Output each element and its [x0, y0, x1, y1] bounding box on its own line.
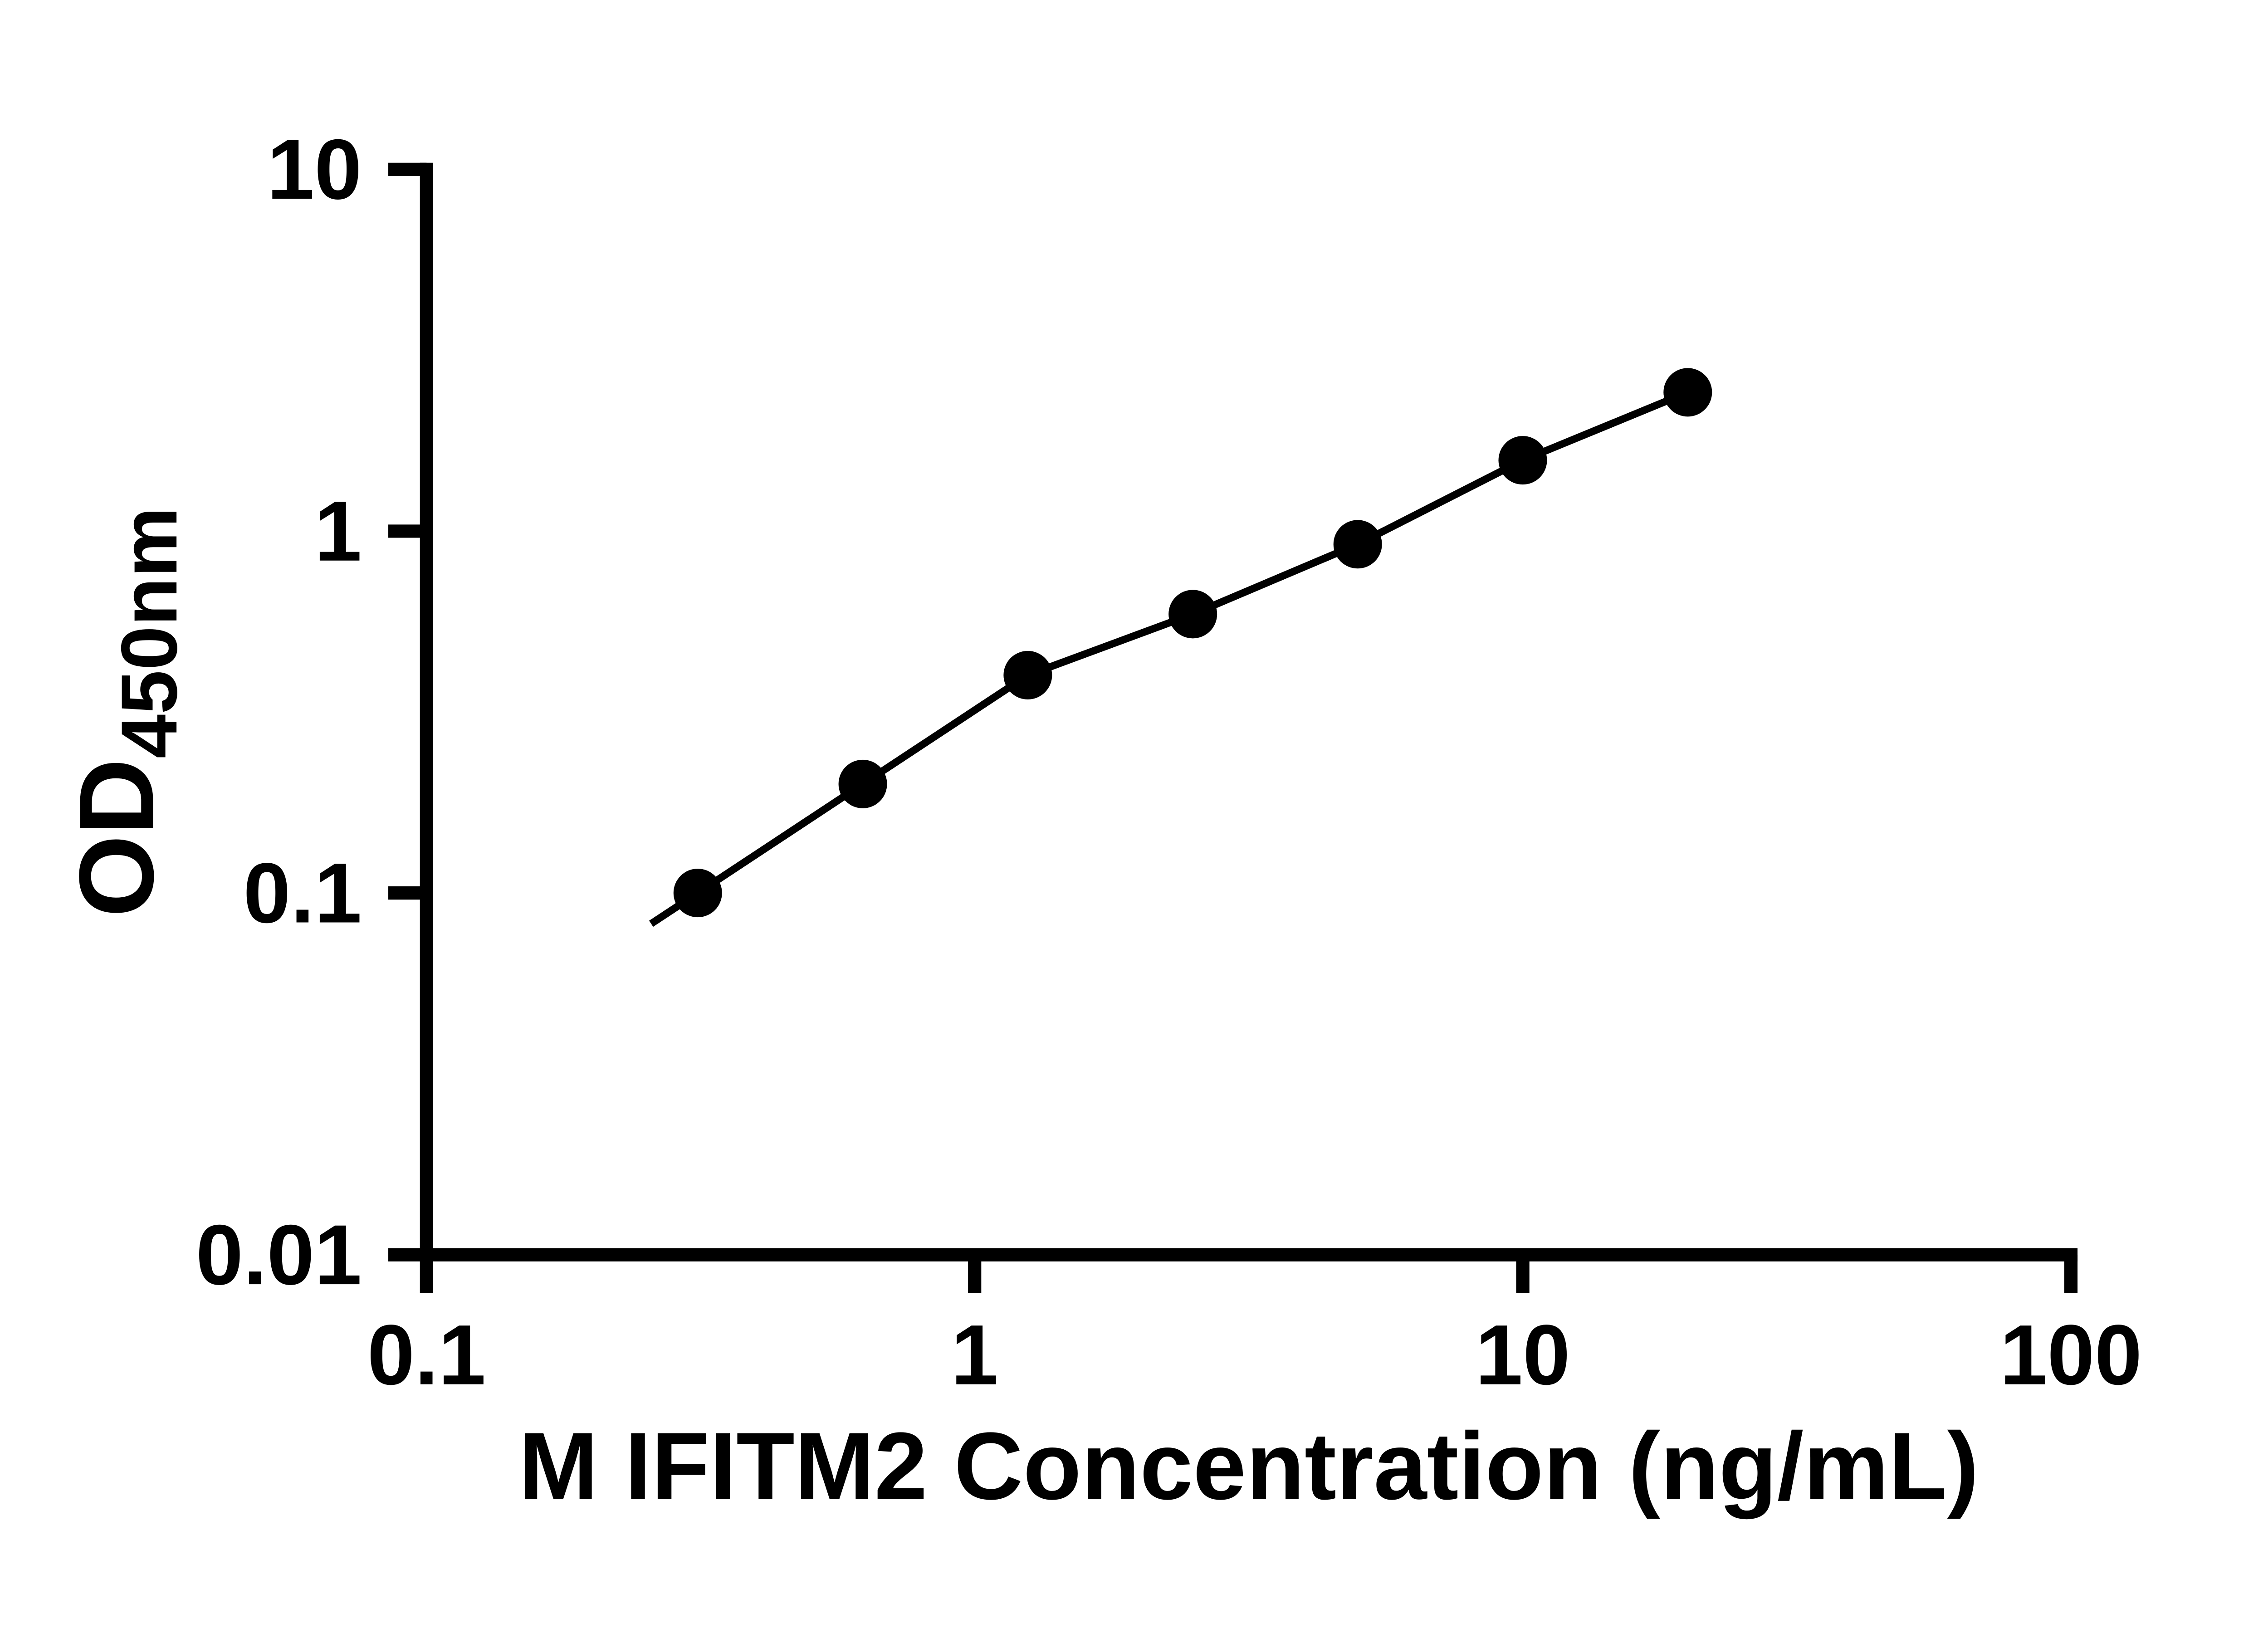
x-tick-label: 0.1 — [367, 1307, 486, 1403]
data-point — [673, 869, 722, 918]
y-tick-label: 0.1 — [243, 845, 362, 940]
y-axis-title: OD450nm — [58, 507, 194, 917]
data-point — [1333, 520, 1382, 569]
y-axis-title-sub: 450nm — [105, 507, 194, 758]
x-tick-label: 1 — [951, 1307, 998, 1403]
y-tick-label: 0.01 — [196, 1207, 362, 1302]
data-point — [1498, 436, 1547, 485]
y-tick-label: 1 — [314, 484, 362, 579]
data-point — [1003, 650, 1052, 699]
data-point — [838, 759, 887, 808]
y-tick-label: 10 — [267, 122, 362, 217]
data-point — [1663, 368, 1712, 417]
x-tick-label: 10 — [1476, 1307, 1570, 1403]
x-axis-title: M IFITM2 Concentration (ng/mL) — [518, 1413, 1979, 1520]
x-tick-label: 100 — [2000, 1307, 2142, 1403]
data-point — [1168, 590, 1217, 639]
trend-line — [649, 389, 1689, 927]
y-axis-title-main: OD — [58, 758, 176, 917]
